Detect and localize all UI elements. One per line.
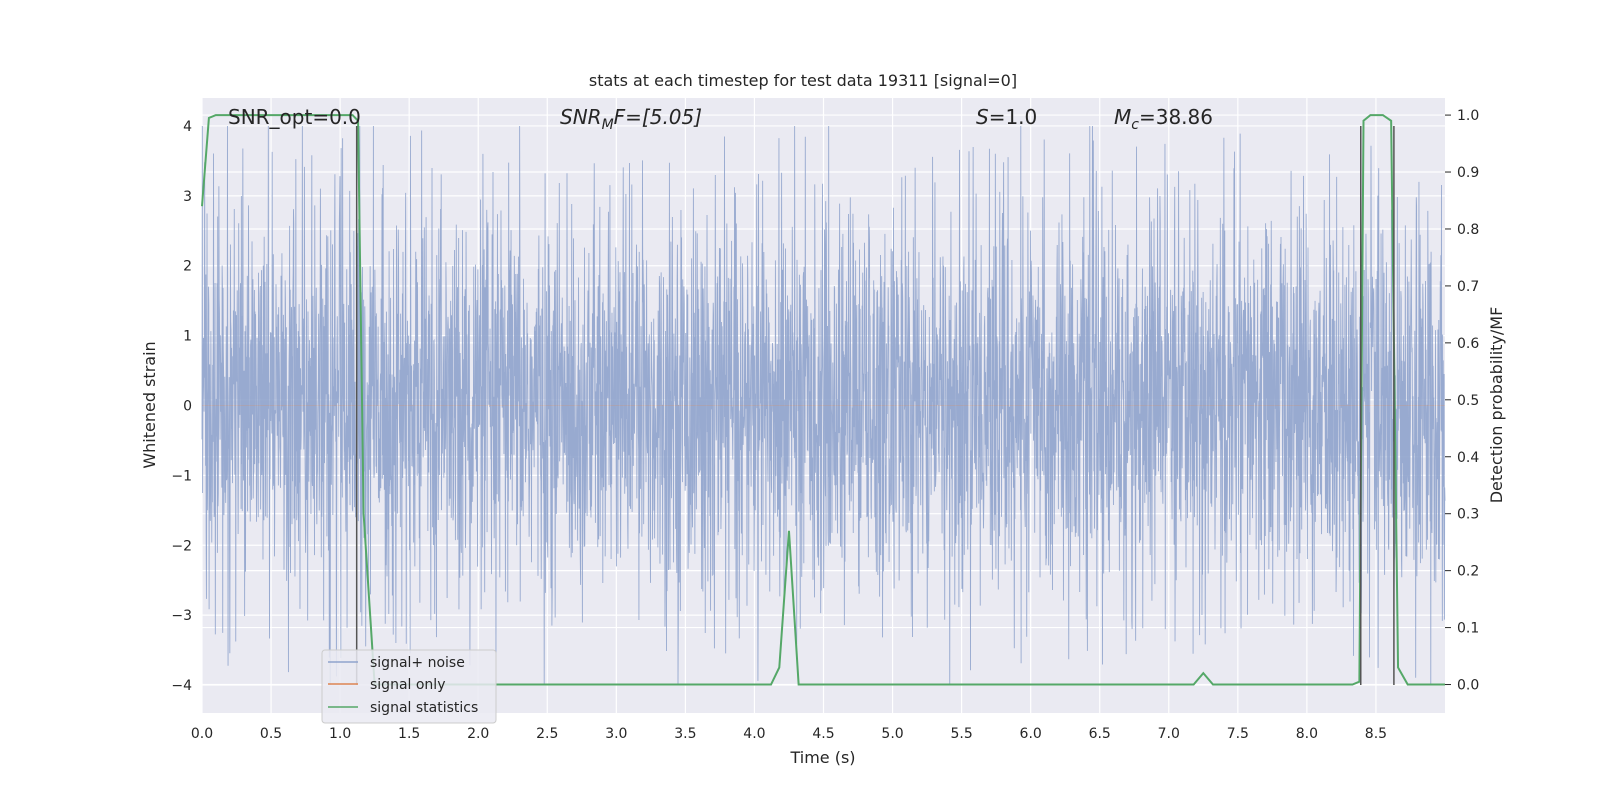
- y-tick-right-label: 0.0: [1457, 678, 1479, 694]
- chart-title: stats at each timestep for test data 193…: [589, 71, 1017, 90]
- y-tick-left-label: −4: [171, 678, 192, 694]
- snr-mf-rest: F=[5.05]: [614, 105, 702, 129]
- y-tick-left-label: 4: [183, 119, 192, 135]
- legend: signal+ noise signal only signal statist…: [321, 649, 497, 724]
- legend-entry-signal: signal only: [370, 677, 445, 693]
- y-tick-right-label: 0.5: [1457, 393, 1479, 409]
- x-tick-label: 4.5: [812, 726, 834, 742]
- annotation-mc: Mc=38.86: [1114, 105, 1213, 133]
- snr-mf-base: SNR: [560, 105, 602, 129]
- y-tick-left-label: 3: [183, 189, 192, 205]
- x-tick-label: 5.5: [950, 726, 972, 742]
- y-tick-left-label: −3: [171, 608, 192, 624]
- y-axis-left-ticks: 4 3 2 1 0 −1 −2 −3 −4: [171, 119, 192, 694]
- x-tick-label: 6.0: [1020, 726, 1042, 742]
- signal-noise-series: [201, 125, 1446, 686]
- s-label: S: [976, 105, 989, 129]
- x-tick-label: 3.0: [605, 726, 627, 742]
- x-tick-label: 8.5: [1365, 726, 1387, 742]
- vertical-markers: [355, 125, 1395, 686]
- annotation-s: S=1.0: [976, 105, 1037, 129]
- x-tick-label: 7.0: [1158, 726, 1180, 742]
- x-tick-label: 2.0: [467, 726, 489, 742]
- y-tick-right-label: 0.9: [1457, 165, 1479, 181]
- y-tick-right-label: 0.8: [1457, 222, 1479, 238]
- y-tick-right-label: 0.4: [1457, 450, 1479, 466]
- y-axis-right-ticks: 1.0 0.9 0.8 0.7 0.6 0.5 0.4 0.3 0.2 0.1 0.0: [1445, 108, 1479, 694]
- y-tick-left-label: 0: [183, 399, 192, 415]
- y-tick-right-label: 0.3: [1457, 507, 1479, 523]
- noise-trace: [201, 125, 1446, 686]
- x-axis-ticks: 0.0 0.5 1.0 1.5 2.0 2.5 3.0 3.5 4.0 4.5 5.0 5.5 6.0 6…: [191, 726, 1387, 742]
- stats-line: [201, 114, 1445, 686]
- x-tick-label: 5.0: [881, 726, 903, 742]
- mc-sub: c: [1131, 117, 1139, 133]
- y-tick-left-label: −2: [171, 538, 192, 554]
- x-tick-label: 2.5: [536, 726, 558, 742]
- x-axis-label: Time (s): [789, 748, 855, 767]
- x-tick-label: 3.5: [674, 726, 696, 742]
- y-tick-right-label: 0.1: [1457, 621, 1479, 637]
- x-tick-label: 7.5: [1227, 726, 1249, 742]
- x-tick-label: 1.0: [329, 726, 351, 742]
- mc-value: =38.86: [1139, 105, 1213, 129]
- x-tick-label: 4.0: [743, 726, 765, 742]
- y-tick-right-label: 1.0: [1457, 108, 1479, 124]
- y-axis-left-label: Whitened strain: [140, 341, 159, 468]
- y-tick-left-label: 2: [183, 259, 192, 275]
- y-axis-right-label: Detection probability/MF: [1487, 307, 1506, 504]
- x-tick-label: 8.0: [1296, 726, 1318, 742]
- x-tick-label: 0.5: [260, 726, 282, 742]
- x-tick-label: 1.5: [398, 726, 420, 742]
- y-tick-left-label: 1: [183, 329, 192, 345]
- legend-box: [321, 649, 497, 724]
- x-tick-label: 6.5: [1089, 726, 1111, 742]
- y-tick-right-label: 0.6: [1457, 336, 1479, 352]
- y-tick-right-label: 0.2: [1457, 564, 1479, 580]
- legend-entry-noise: signal+ noise: [370, 655, 465, 671]
- y-tick-left-label: −1: [171, 468, 192, 484]
- x-tick-label: 0.0: [191, 726, 213, 742]
- signal-statistics-series: [201, 114, 1445, 686]
- annotation-snr-mf: SNRMF=[5.05]: [560, 105, 702, 133]
- snr-mf-sub: M: [602, 117, 614, 133]
- y-tick-right-label: 0.7: [1457, 279, 1479, 295]
- mc-base: M: [1114, 105, 1131, 129]
- annotation-snr-opt: SNR_opt=0.0: [228, 105, 361, 129]
- legend-entry-stats: signal statistics: [370, 700, 478, 716]
- s-value: =1.0: [989, 105, 1038, 129]
